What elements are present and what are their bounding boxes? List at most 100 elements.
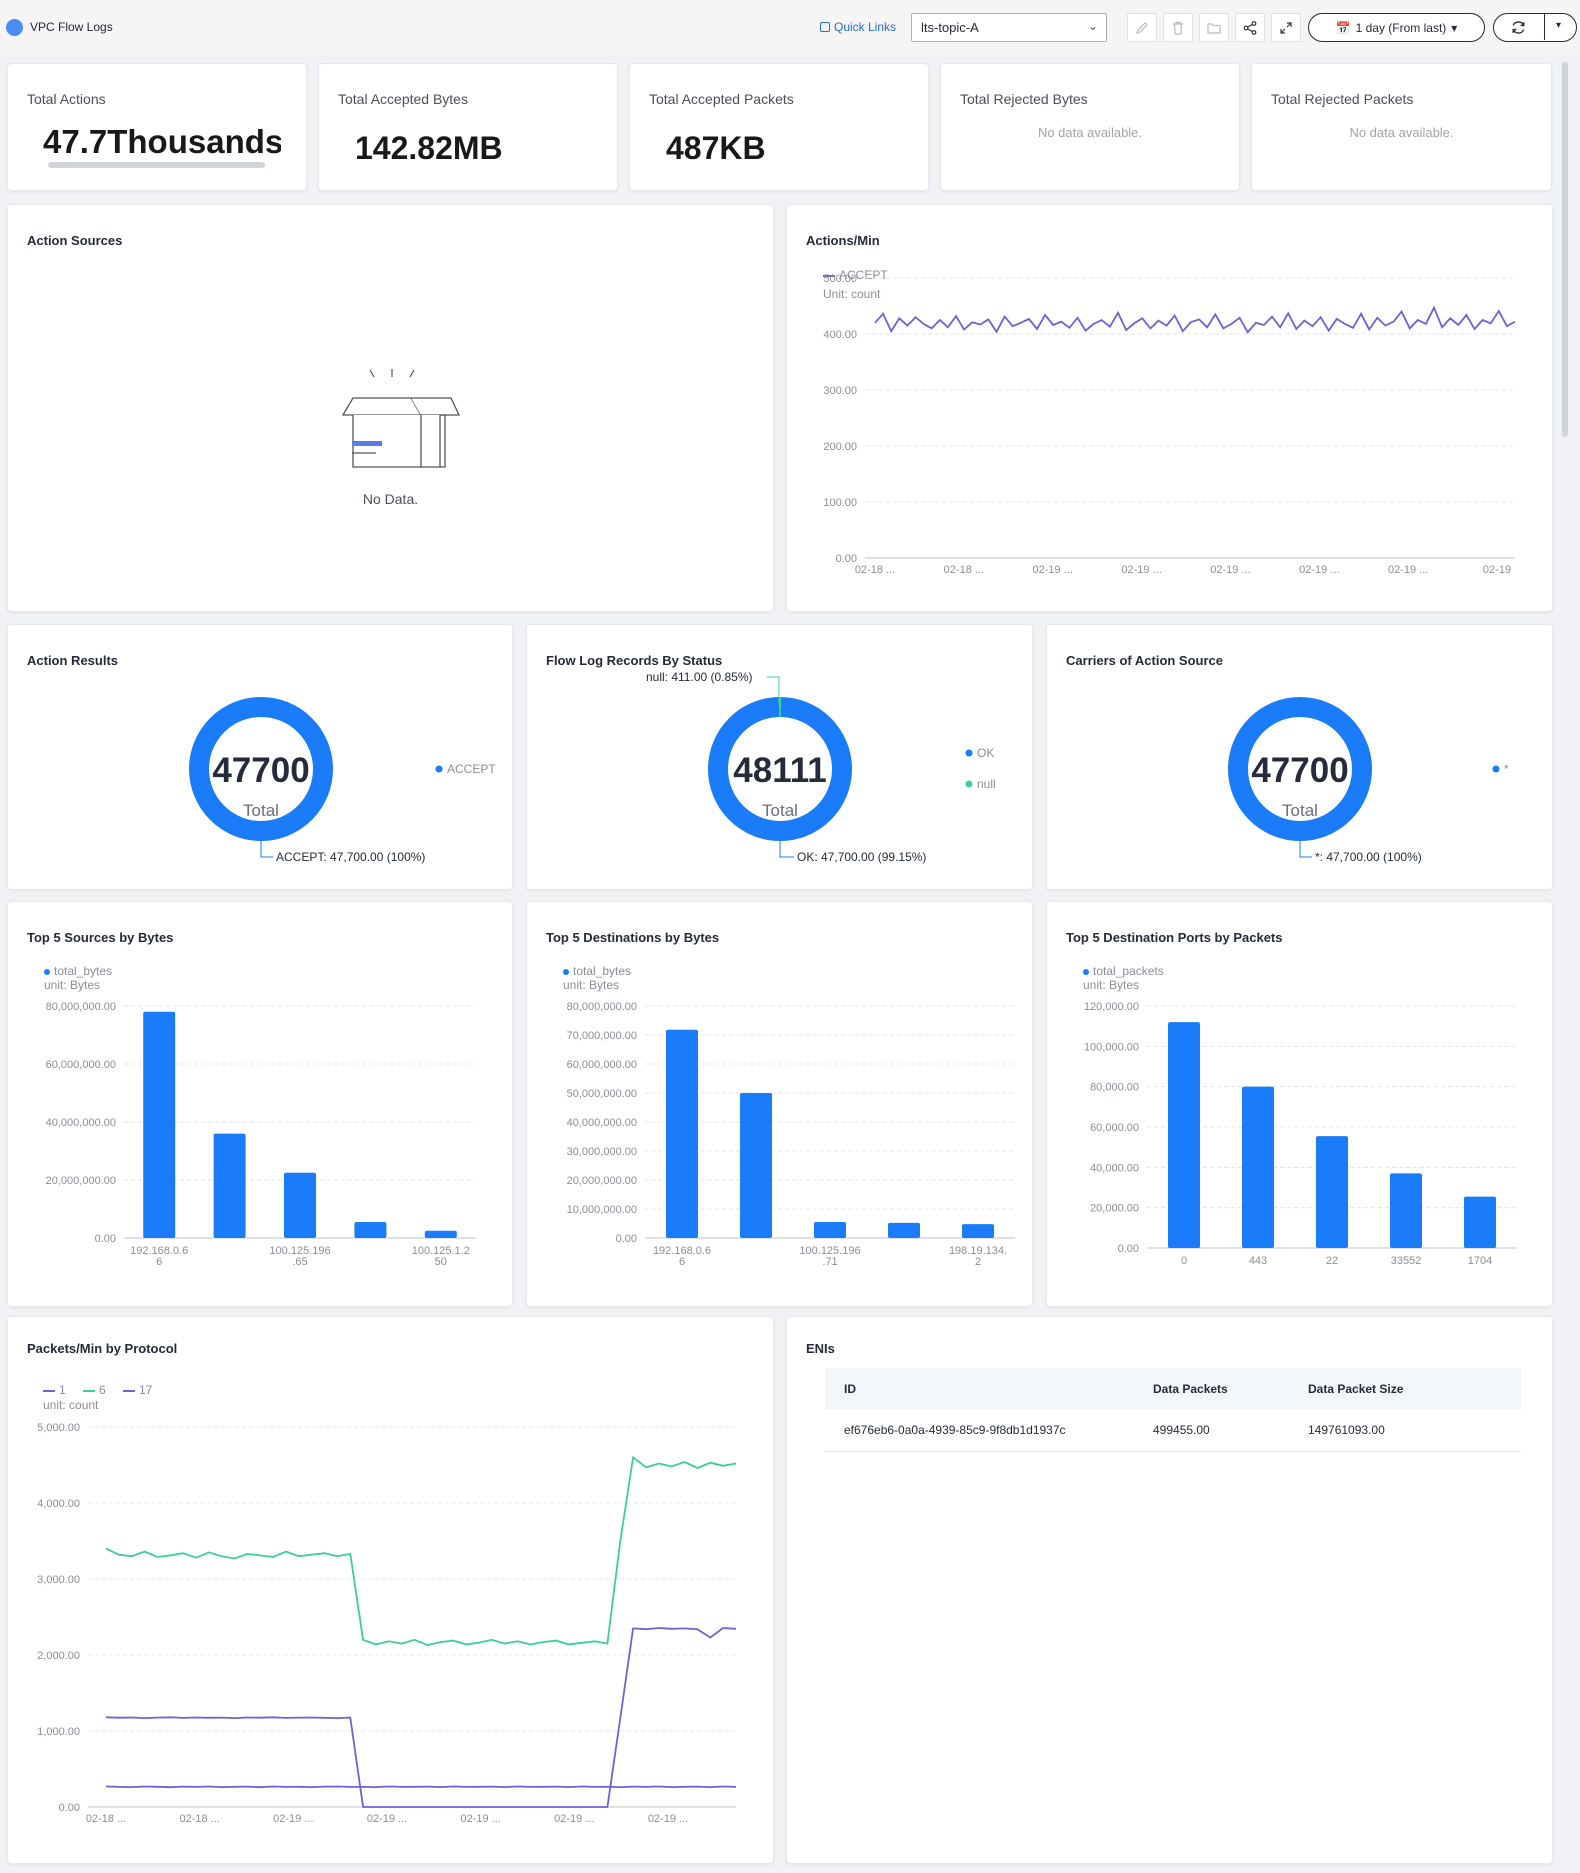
action-sources-panel: Action Sources No Data. [7, 204, 774, 612]
x-tick-label: 02-19 ... [460, 1813, 500, 1825]
bar [424, 1230, 457, 1238]
y-tick-label: 300.00 [823, 385, 857, 397]
y-tick-label: 0.00 [59, 1802, 80, 1814]
table-row[interactable]: ef676eb6-0a0a-4939-85c9-9f8db1d1937c 499… [825, 1409, 1521, 1452]
x-tick-label: 02-19 ... [1299, 564, 1339, 576]
y-tick-label: 5,000.00 [37, 1422, 80, 1434]
y-tick-label: 2,000.00 [37, 1650, 80, 1662]
refresh-button[interactable]: ▾ [1493, 13, 1577, 42]
column-header-data-packets[interactable]: Data Packets [1134, 1368, 1289, 1409]
y-tick-label: 20,000.00 [1090, 1203, 1139, 1215]
panel-title: Action Results [27, 653, 119, 668]
panel-title: Carriers of Action Source [1066, 653, 1224, 668]
x-tick-label: 192.168.0.6 [130, 1245, 188, 1257]
no-data-text: No Data. [362, 491, 419, 507]
x-tick-label: 192.168.0.6 [653, 1245, 711, 1257]
quick-links-label: Quick Links [834, 20, 897, 34]
no-data-text: No data available. [1349, 125, 1454, 140]
legend-dot [1492, 765, 1500, 773]
top-bar: VPC Flow Logs Quick Links lts-topic-A ⌄ 📅… [0, 0, 1580, 55]
x-tick-label: 02-19 ... [554, 1813, 594, 1825]
refresh-options-caret-icon[interactable]: ▾ [1556, 20, 1562, 31]
share-button[interactable] [1235, 13, 1265, 42]
top-ports-panel: Top 5 Destination Ports by Packets total… [1046, 901, 1553, 1307]
x-tick-label: 1704 [1468, 1255, 1492, 1267]
time-range-button[interactable]: 📅 1 day (From last) ▾ [1308, 13, 1485, 42]
metric-label: Total Actions [27, 91, 106, 107]
x-tick-label: 100.125.196 [269, 1245, 330, 1257]
x-tick-label: 6 [679, 1256, 685, 1268]
bar [143, 1011, 176, 1238]
horizontal-scrollbar[interactable] [48, 162, 265, 168]
y-tick-label: 30,000,000.00 [567, 1146, 637, 1158]
y-tick-label: 60,000,000.00 [567, 1059, 637, 1071]
folder-button[interactable] [1199, 13, 1229, 42]
metric-card-accepted-bytes: Total Accepted Bytes 142.82MB [318, 63, 618, 191]
bar [284, 1172, 316, 1238]
donut-callout: ACCEPT: 47,700.00 (100%) [276, 850, 425, 864]
quick-links-link[interactable]: Quick Links [820, 20, 896, 34]
panel-title: Flow Log Records By Status [546, 653, 723, 668]
legend-label: total_bytes [573, 964, 632, 978]
legend-label-null: null [977, 777, 996, 791]
x-tick-label: .65 [292, 1256, 307, 1268]
expand-icon [1280, 21, 1292, 34]
column-header-id[interactable]: ID [825, 1368, 1134, 1409]
legend-label: 1 [59, 1383, 66, 1397]
x-tick-label: 22 [1326, 1255, 1338, 1267]
y-tick-label: 50,000,000.00 [567, 1088, 637, 1100]
x-tick-label: 02-19 ... [273, 1813, 313, 1825]
donut-total: 48111 [733, 751, 826, 790]
y-tick-label: 0.00 [836, 553, 857, 565]
action-results-panel: Action Results 47700 Total ACCEPT ACCEPT… [7, 624, 513, 890]
x-tick-label: 100.125.196 [799, 1245, 860, 1257]
bar [1242, 1086, 1274, 1248]
legend-line [83, 1389, 95, 1392]
delete-button[interactable] [1163, 13, 1193, 42]
pencil-icon [1136, 21, 1148, 34]
y-tick-label: 500.00 [823, 273, 857, 285]
metric-card-total-actions: Total Actions 47.7Thousands [7, 63, 307, 191]
legend-label: total_packets [1093, 964, 1164, 978]
legend-item-17[interactable]: 17 [123, 1383, 152, 1397]
y-tick-label: 0.00 [1118, 1243, 1139, 1255]
topic-select[interactable]: lts-topic-A ⌄ [911, 13, 1107, 42]
x-tick-label: 198.19.134. [949, 1245, 1007, 1257]
x-tick-label: 443 [1249, 1255, 1267, 1267]
donut-slice-star [1228, 697, 1372, 841]
x-tick-label: 33552 [1391, 1255, 1422, 1267]
metric-label: Total Rejected Bytes [960, 91, 1088, 107]
bar [666, 1029, 698, 1238]
y-tick-label: 80,000.00 [1090, 1082, 1139, 1094]
y-tick-label: 0.00 [95, 1233, 116, 1245]
bar [1390, 1173, 1422, 1248]
top-destinations-panel: Top 5 Destinations by Bytes total_bytes … [526, 901, 1033, 1307]
legend-item[interactable]: total_bytes [563, 964, 631, 978]
column-header-data-packet-size[interactable]: Data Packet Size [1289, 1368, 1521, 1409]
edit-button[interactable] [1127, 13, 1157, 42]
action-results-donut: 47700 Total ACCEPT ACCEPT: 47,700.00 (10… [189, 697, 496, 864]
y-tick-label: 60,000.00 [1090, 1122, 1139, 1134]
x-tick-label: 6 [156, 1256, 162, 1268]
y-tick-label: 100.00 [823, 497, 857, 509]
refresh-icon [1512, 21, 1525, 34]
panel-title: ENIs [806, 1341, 835, 1356]
legend-item[interactable]: total_bytes [44, 964, 112, 978]
enis-table: ID Data Packets Data Packet Size ef676eb… [825, 1368, 1521, 1452]
donut-callout: *: 47,700.00 (100%) [1315, 850, 1422, 864]
legend-item[interactable]: total_packets [1083, 964, 1164, 978]
x-tick-label: .71 [822, 1256, 837, 1268]
y-tick-label: 4,000.00 [37, 1498, 80, 1510]
page-scrollbar[interactable] [1562, 62, 1568, 437]
unit-label: unit: Bytes [44, 978, 101, 992]
legend-line [43, 1389, 55, 1392]
calendar-icon: 📅 [1335, 20, 1351, 35]
cell-id: ef676eb6-0a0a-4939-85c9-9f8db1d1937c [825, 1409, 1134, 1452]
x-tick-label: 02-19 ... [1210, 564, 1250, 576]
packets-protocol-chart: 0.00 1,000.00 2,000.00 3,000.00 4,000.00 5,00… [37, 1422, 737, 1825]
metric-value: 142.82MB [355, 130, 503, 166]
legend-item-6[interactable]: 6 [83, 1383, 106, 1397]
fullscreen-button[interactable] [1271, 13, 1301, 42]
legend-item-1[interactable]: 1 [43, 1383, 66, 1397]
bar [354, 1222, 387, 1238]
